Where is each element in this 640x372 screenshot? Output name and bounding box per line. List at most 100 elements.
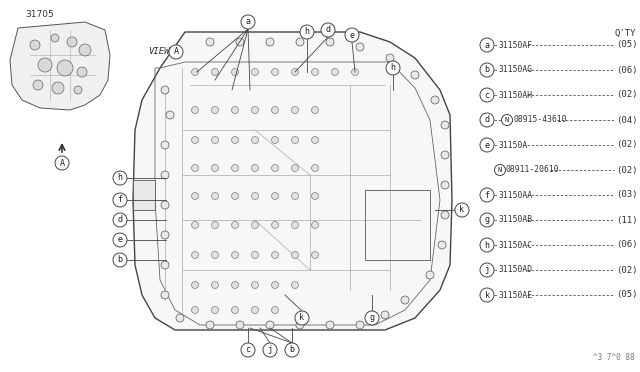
Circle shape [365, 311, 379, 325]
Circle shape [206, 321, 214, 329]
Circle shape [426, 271, 434, 279]
Circle shape [455, 203, 469, 217]
Circle shape [211, 106, 218, 113]
Circle shape [57, 60, 73, 76]
Text: j: j [484, 266, 490, 275]
Text: 31150AA: 31150AA [499, 190, 533, 199]
Text: (02): (02) [616, 266, 638, 275]
Text: (11): (11) [616, 215, 638, 224]
Circle shape [252, 307, 259, 314]
Circle shape [236, 38, 244, 46]
Circle shape [271, 137, 278, 144]
Circle shape [191, 307, 198, 314]
Text: Q'TY: Q'TY [614, 29, 636, 38]
Text: c: c [484, 90, 490, 99]
Circle shape [285, 343, 299, 357]
Circle shape [411, 71, 419, 79]
Text: e: e [349, 31, 355, 39]
Circle shape [211, 307, 218, 314]
Circle shape [232, 164, 239, 171]
Circle shape [441, 121, 449, 129]
Circle shape [502, 115, 513, 125]
Circle shape [381, 311, 389, 319]
Circle shape [252, 251, 259, 259]
Circle shape [211, 251, 218, 259]
Circle shape [312, 221, 319, 228]
Circle shape [232, 192, 239, 199]
Circle shape [291, 106, 298, 113]
Circle shape [326, 38, 334, 46]
Circle shape [191, 251, 198, 259]
Circle shape [236, 321, 244, 329]
Circle shape [113, 233, 127, 247]
Circle shape [266, 321, 274, 329]
Circle shape [291, 164, 298, 171]
Circle shape [176, 314, 184, 322]
Circle shape [312, 192, 319, 199]
Circle shape [312, 164, 319, 171]
Text: (06): (06) [616, 65, 638, 74]
Text: 31150AF: 31150AF [499, 41, 533, 49]
Circle shape [266, 38, 274, 46]
Circle shape [191, 221, 198, 228]
Circle shape [77, 67, 87, 77]
Text: b: b [118, 256, 122, 264]
Text: 31150A: 31150A [499, 141, 528, 150]
Circle shape [480, 38, 494, 52]
Circle shape [271, 251, 278, 259]
Text: (02): (02) [616, 166, 638, 174]
Circle shape [161, 291, 169, 299]
Circle shape [52, 82, 64, 94]
Text: d: d [484, 115, 490, 125]
Circle shape [441, 181, 449, 189]
Text: 31150AB: 31150AB [499, 215, 533, 224]
Circle shape [356, 321, 364, 329]
Circle shape [438, 241, 446, 249]
Circle shape [295, 311, 309, 325]
Circle shape [291, 68, 298, 76]
Circle shape [211, 137, 218, 144]
Circle shape [263, 343, 277, 357]
Text: d: d [326, 26, 330, 35]
Text: 31150AC: 31150AC [499, 241, 533, 250]
Text: e: e [484, 141, 490, 150]
Circle shape [211, 192, 218, 199]
Text: 31150AG: 31150AG [499, 65, 533, 74]
Circle shape [51, 34, 59, 42]
Text: h: h [484, 241, 490, 250]
Circle shape [480, 263, 494, 277]
Text: (05): (05) [616, 41, 638, 49]
Circle shape [291, 251, 298, 259]
Circle shape [241, 343, 255, 357]
Circle shape [271, 68, 278, 76]
Text: h: h [305, 28, 310, 36]
Circle shape [113, 171, 127, 185]
Text: b: b [289, 346, 294, 355]
Circle shape [296, 321, 304, 329]
Circle shape [441, 211, 449, 219]
Text: j: j [268, 346, 273, 355]
Text: (03): (03) [616, 190, 638, 199]
Text: h: h [390, 64, 396, 73]
Circle shape [345, 28, 359, 42]
Circle shape [79, 44, 91, 56]
Circle shape [312, 251, 319, 259]
Circle shape [271, 307, 278, 314]
Circle shape [113, 193, 127, 207]
Circle shape [252, 68, 259, 76]
Circle shape [166, 111, 174, 119]
Circle shape [431, 96, 439, 104]
Text: 08915-43610: 08915-43610 [513, 115, 566, 125]
Text: a: a [246, 17, 250, 26]
Text: g: g [369, 314, 374, 323]
Circle shape [312, 106, 319, 113]
Text: A: A [60, 158, 65, 167]
Text: 31150AH: 31150AH [499, 90, 533, 99]
Circle shape [191, 192, 198, 199]
Text: ^3 7^0 88: ^3 7^0 88 [593, 353, 635, 362]
Circle shape [211, 164, 218, 171]
Circle shape [351, 68, 358, 76]
Circle shape [252, 164, 259, 171]
Text: k: k [460, 205, 465, 215]
Circle shape [326, 321, 334, 329]
